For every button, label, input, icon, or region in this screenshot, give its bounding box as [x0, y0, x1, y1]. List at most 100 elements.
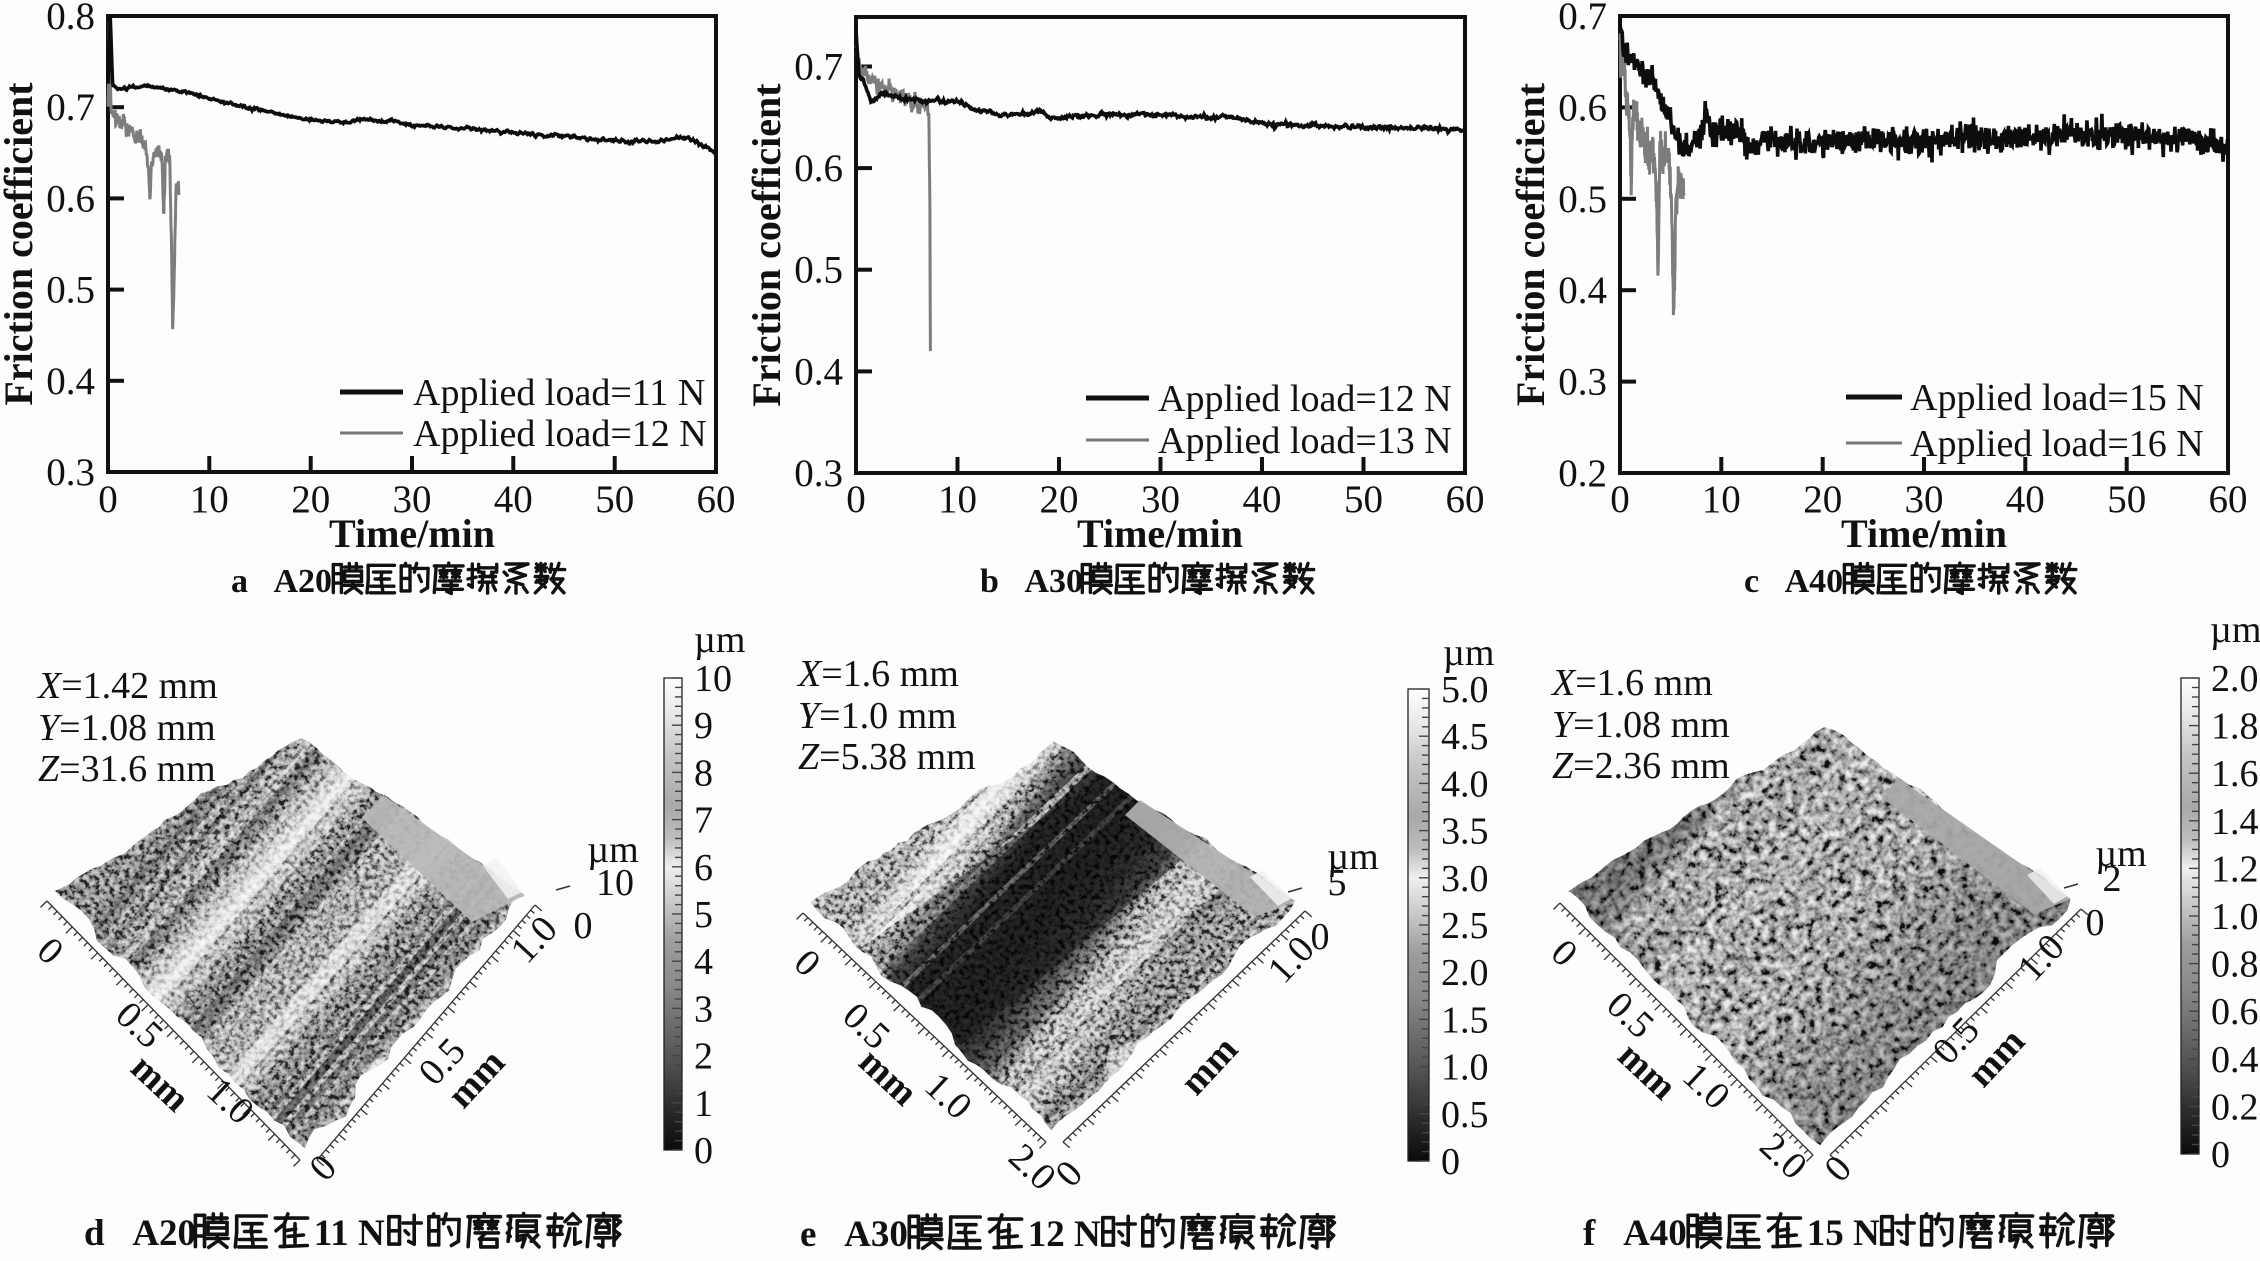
svg-text:µm: µm: [1443, 632, 1494, 674]
svg-text:2: 2: [694, 1036, 713, 1078]
svg-text:µm: µm: [1327, 836, 1378, 878]
svg-text:7: 7: [694, 800, 713, 842]
svg-text:0: 0: [98, 478, 118, 521]
svg-text:40: 40: [494, 478, 533, 521]
svg-text:0: 0: [1610, 478, 1630, 521]
svg-text:c A40: c A40: [1744, 563, 1843, 600]
svg-text:30: 30: [393, 478, 432, 521]
svg-text:0.6: 0.6: [794, 147, 843, 190]
svg-text:9: 9: [694, 705, 713, 747]
svg-text:20: 20: [291, 478, 330, 521]
svg-text:10: 10: [694, 658, 732, 700]
svg-text:Y=1.08 mm: Y=1.08 mm: [38, 707, 216, 749]
svg-text:Applied load=13 N: Applied load=13 N: [1158, 420, 1452, 462]
svg-text:X=1.6 mm: X=1.6 mm: [1550, 662, 1713, 704]
svg-text:2.5: 2.5: [1441, 905, 1489, 947]
svg-text:0: 0: [846, 478, 866, 521]
svg-text:2.0: 2.0: [1441, 952, 1489, 994]
svg-text:0: 0: [2086, 902, 2105, 944]
svg-text:0.2: 0.2: [2211, 1086, 2259, 1128]
svg-text:Applied load=16 N: Applied load=16 N: [1910, 423, 2204, 465]
svg-text:b A30: b A30: [980, 563, 1083, 600]
svg-text:30: 30: [1141, 478, 1180, 521]
svg-text:60: 60: [1446, 478, 1485, 521]
svg-text:0.4: 0.4: [1558, 269, 1607, 312]
svg-text:1.0: 1.0: [2211, 896, 2259, 938]
svg-text:µm: µm: [2210, 609, 2260, 651]
svg-text:11 N: 11 N: [314, 1213, 385, 1254]
svg-text:1: 1: [694, 1083, 713, 1125]
svg-text:µm: µm: [2095, 833, 2146, 875]
svg-text:1.2: 1.2: [2211, 848, 2259, 890]
svg-text:4.5: 4.5: [1441, 716, 1489, 758]
svg-text:20: 20: [1040, 478, 1079, 521]
svg-text:40: 40: [2006, 478, 2045, 521]
svg-text:50: 50: [2107, 478, 2146, 521]
svg-text:3: 3: [694, 988, 713, 1030]
svg-text:0.5: 0.5: [46, 269, 95, 312]
svg-text:0.8: 0.8: [2211, 944, 2259, 986]
svg-text:0: 0: [694, 1130, 713, 1172]
svg-text:0.7: 0.7: [46, 86, 95, 129]
svg-text:6: 6: [694, 847, 713, 889]
svg-text:µm: µm: [694, 619, 745, 661]
svg-text:1.0: 1.0: [1441, 1047, 1489, 1089]
svg-text:1.6: 1.6: [2211, 753, 2259, 795]
svg-text:1.8: 1.8: [2211, 706, 2259, 748]
svg-text:3.5: 3.5: [1441, 811, 1489, 853]
svg-text:X=1.6 mm: X=1.6 mm: [796, 653, 959, 695]
svg-text:Z=2.36 mm: Z=2.36 mm: [1552, 745, 1730, 787]
svg-text:2.0: 2.0: [2211, 658, 2259, 700]
svg-text:3.0: 3.0: [1441, 858, 1489, 900]
svg-text:0.4: 0.4: [46, 360, 95, 403]
svg-text:Time/min: Time/min: [1077, 511, 1243, 556]
svg-text:Y=1.0 mm: Y=1.0 mm: [798, 695, 957, 737]
svg-text:10: 10: [1702, 478, 1741, 521]
svg-text:50: 50: [595, 478, 634, 521]
svg-text:Applied load=12 N: Applied load=12 N: [1158, 378, 1452, 420]
svg-text:4: 4: [694, 941, 713, 983]
svg-text:5: 5: [1328, 862, 1347, 904]
svg-text:2: 2: [2103, 858, 2122, 900]
svg-text:Friction coefficient: Friction coefficient: [744, 83, 789, 407]
svg-text:0.3: 0.3: [46, 451, 95, 494]
svg-text:Applied load=12 N: Applied load=12 N: [413, 413, 707, 455]
svg-text:5: 5: [694, 894, 713, 936]
svg-text:1.4: 1.4: [2211, 801, 2259, 843]
svg-text:µm: µm: [587, 829, 638, 871]
svg-text:Applied load=11 N: Applied load=11 N: [413, 372, 705, 414]
svg-text:1.5: 1.5: [1441, 999, 1489, 1041]
svg-text:0: 0: [1311, 916, 1330, 958]
svg-text:10: 10: [596, 862, 634, 904]
svg-text:d A20: d A20: [84, 1213, 196, 1254]
svg-text:0.7: 0.7: [1558, 0, 1607, 38]
svg-text:12 N: 12 N: [1028, 1214, 1101, 1255]
svg-text:0.3: 0.3: [794, 452, 843, 495]
svg-text:f A40: f A40: [1583, 1213, 1687, 1254]
svg-text:40: 40: [1243, 478, 1282, 521]
svg-text:0.6: 0.6: [46, 177, 95, 220]
svg-text:Friction coefficient: Friction coefficient: [1508, 82, 1553, 406]
svg-text:Applied load=15 N: Applied load=15 N: [1910, 377, 2204, 419]
svg-text:0.6: 0.6: [1558, 86, 1607, 129]
svg-text:60: 60: [697, 478, 736, 521]
svg-text:Friction coefficient: Friction coefficient: [0, 82, 41, 406]
svg-text:0: 0: [574, 905, 593, 947]
svg-text:30: 30: [1905, 478, 1944, 521]
svg-text:5.0: 5.0: [1441, 669, 1489, 711]
svg-text:0.8: 0.8: [46, 0, 95, 38]
svg-text:4.0: 4.0: [1441, 763, 1489, 805]
svg-text:Z=5.38 mm: Z=5.38 mm: [798, 736, 976, 778]
svg-text:50: 50: [1344, 478, 1383, 521]
svg-text:0.5: 0.5: [1558, 178, 1607, 221]
svg-text:10: 10: [938, 478, 977, 521]
svg-text:0.4: 0.4: [794, 350, 843, 393]
svg-text:Z=31.6 mm: Z=31.6 mm: [38, 748, 216, 790]
svg-text:Y=1.08 mm: Y=1.08 mm: [1552, 704, 1730, 746]
svg-text:60: 60: [2209, 478, 2248, 521]
svg-text:e A30: e A30: [800, 1214, 908, 1255]
svg-text:0.5: 0.5: [794, 249, 843, 292]
svg-text:0.3: 0.3: [1558, 361, 1607, 404]
svg-text:0.5: 0.5: [1441, 1094, 1489, 1136]
svg-text:0.4: 0.4: [2211, 1039, 2259, 1081]
